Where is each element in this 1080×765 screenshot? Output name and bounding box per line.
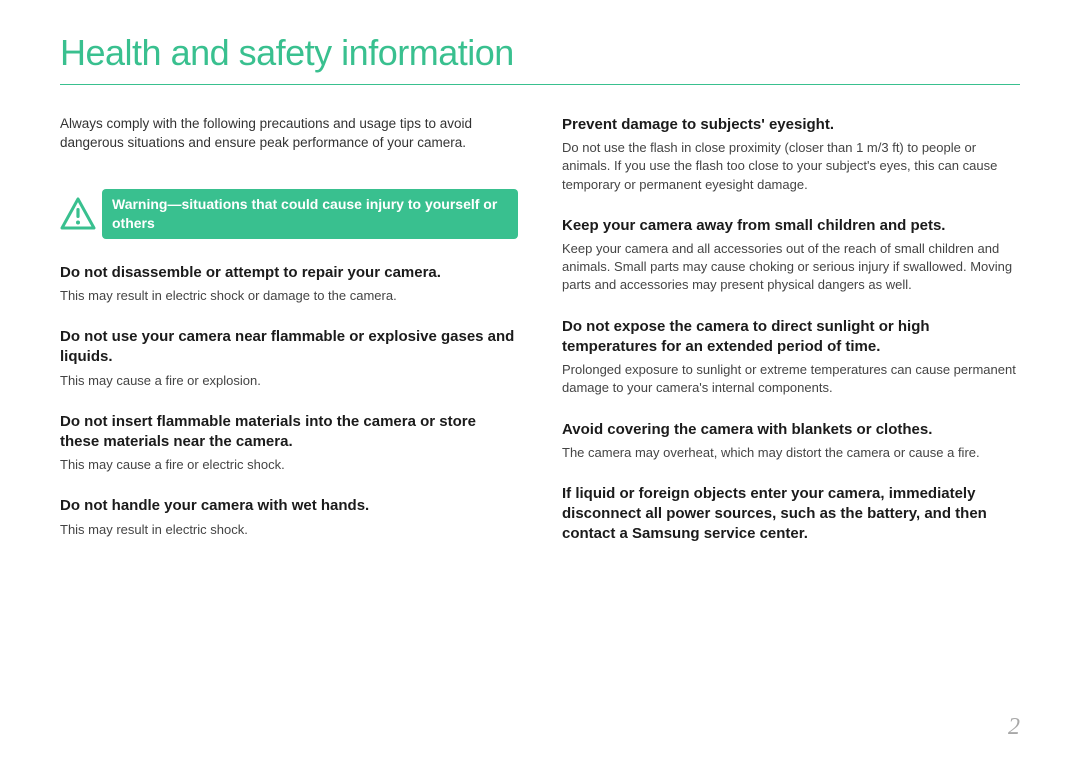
section-body: The camera may overheat, which may disto… <box>562 444 1020 462</box>
warning-label: Warning—situations that could cause inju… <box>102 189 518 239</box>
section-body: This may cause a fire or explosion. <box>60 372 518 390</box>
safety-section: Avoid covering the camera with blankets … <box>562 420 1020 462</box>
section-heading: Do not use your camera near flammable or… <box>60 327 518 368</box>
right-column: Prevent damage to subjects' eyesight. Do … <box>562 115 1020 567</box>
section-body: Prolonged exposure to sunlight or extrem… <box>562 361 1020 397</box>
safety-section: Do not disassemble or attempt to repair … <box>60 263 518 305</box>
section-heading: Do not insert flammable materials into t… <box>60 412 518 453</box>
section-heading: Do not handle your camera with wet hands… <box>60 496 518 516</box>
section-body: This may result in electric shock. <box>60 521 518 539</box>
page-number: 2 <box>1008 714 1020 741</box>
intro-paragraph: Always comply with the following precaut… <box>60 115 518 153</box>
section-heading: Avoid covering the camera with blankets … <box>562 420 1020 440</box>
section-heading: Keep your camera away from small childre… <box>562 216 1020 236</box>
warning-callout: Warning—situations that could cause inju… <box>60 189 518 239</box>
section-heading: Prevent damage to subjects' eyesight. <box>562 115 1020 135</box>
section-heading: Do not expose the camera to direct sunli… <box>562 317 1020 358</box>
warning-triangle-icon <box>60 197 96 231</box>
safety-section: Do not use your camera near flammable or… <box>60 327 518 390</box>
section-body: Do not use the flash in close proximity … <box>562 139 1020 194</box>
section-body: This may cause a fire or electric shock. <box>60 456 518 474</box>
safety-section: Do not insert flammable materials into t… <box>60 412 518 475</box>
section-body: Keep your camera and all accessories out… <box>562 240 1020 295</box>
safety-section: Keep your camera away from small childre… <box>562 216 1020 295</box>
section-heading: If liquid or foreign objects enter your … <box>562 484 1020 545</box>
document-page: Health and safety information Always com… <box>0 0 1080 765</box>
left-column: Always comply with the following precaut… <box>60 115 518 567</box>
safety-section: Do not handle your camera with wet hands… <box>60 496 518 538</box>
safety-section: Prevent damage to subjects' eyesight. Do … <box>562 115 1020 194</box>
safety-section: Do not expose the camera to direct sunli… <box>562 317 1020 398</box>
section-body: This may result in electric shock or dam… <box>60 287 518 305</box>
section-heading: Do not disassemble or attempt to repair … <box>60 263 518 283</box>
page-title: Health and safety information <box>60 32 1020 85</box>
content-columns: Always comply with the following precaut… <box>60 115 1020 567</box>
safety-section: If liquid or foreign objects enter your … <box>562 484 1020 545</box>
